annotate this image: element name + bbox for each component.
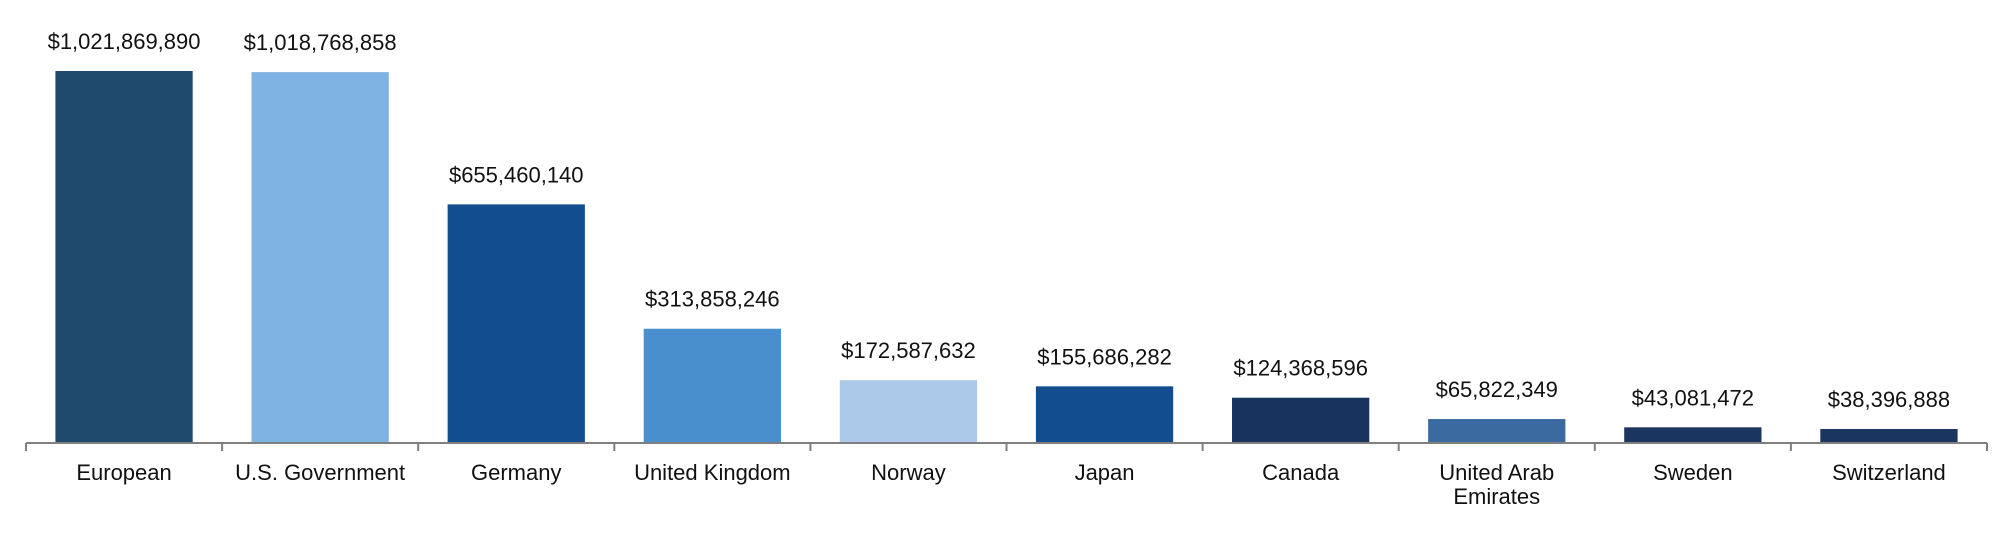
bar [643, 328, 781, 443]
bar [1035, 386, 1174, 443]
value-label: $172,587,632 [841, 338, 976, 363]
value-label: $155,686,282 [1037, 344, 1172, 369]
category-label: Canada [1262, 460, 1340, 485]
category-label: United Arab Emirates [1439, 460, 1554, 509]
bar [1820, 429, 1958, 443]
value-label: $124,368,596 [1233, 356, 1368, 381]
value-label: $1,021,869,890 [48, 29, 201, 54]
bar [1232, 397, 1370, 443]
bar [839, 380, 978, 443]
value-label: $1,018,768,858 [244, 30, 397, 55]
category-label: United Kingdom [634, 460, 791, 485]
category-label: Sweden [1653, 460, 1733, 485]
category-label: U.S. Government [235, 460, 405, 485]
value-label: $655,460,140 [449, 162, 584, 187]
category-label: European [76, 460, 171, 485]
value-label: $38,396,888 [1828, 387, 1950, 412]
bar [55, 71, 193, 443]
bar [1624, 427, 1762, 443]
category-label: Germany [471, 460, 561, 485]
category-label: Norway [871, 460, 946, 485]
category-label: Japan [1075, 460, 1135, 485]
bar [447, 204, 585, 443]
category-label: Switzerland [1832, 460, 1946, 485]
bar [1428, 419, 1566, 443]
value-label: $65,822,349 [1436, 377, 1558, 402]
value-label: $313,858,246 [645, 287, 780, 312]
bar [251, 72, 389, 443]
value-label: $43,081,472 [1632, 385, 1754, 410]
